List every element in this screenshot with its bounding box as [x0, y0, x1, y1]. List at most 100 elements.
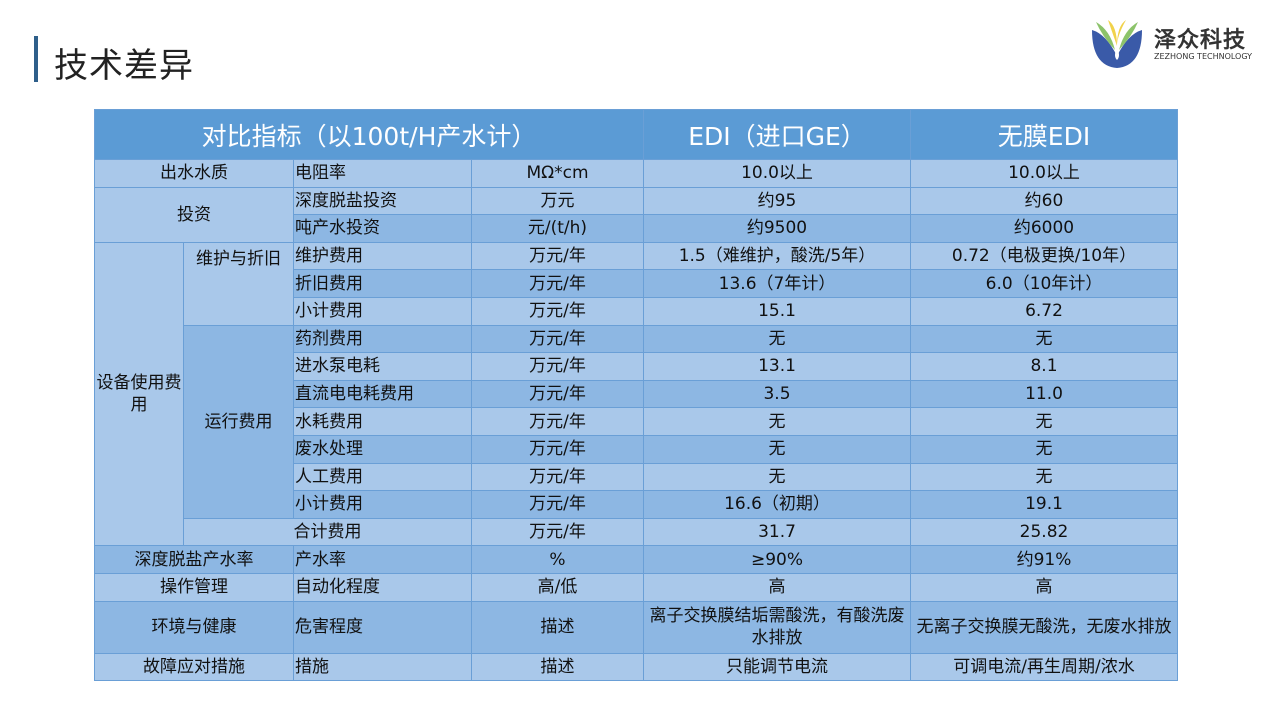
- nm-value: 约91%: [910, 545, 1178, 574]
- item: 措施: [293, 652, 472, 682]
- item: 产水率: [293, 545, 472, 574]
- header-edi: EDI（进口GE）: [643, 109, 911, 160]
- item: 废水处理: [293, 434, 472, 464]
- unit: 万元: [471, 186, 644, 216]
- table-row: 人工费用 万元/年无无: [95, 462, 1178, 492]
- header-no-membrane-edi: 无膜EDI: [910, 109, 1178, 160]
- edi-value: 31.7: [643, 517, 911, 547]
- unit: 描述: [471, 652, 644, 682]
- nm-value: 6.0（10年计）: [910, 269, 1178, 298]
- table-row: 环境与健康 危害程度 描述 离子交换膜结垢需酸洗，有酸洗废水排放 无离子交换膜无酸洗，…: [94, 600, 1178, 654]
- logo-text-cn: 泽众科技: [1154, 28, 1247, 53]
- item: 进水泵电耗: [293, 352, 472, 381]
- table-row: 出水水质 电阻率 MΩ*cm 10.0以上 10.0以上: [94, 159, 1178, 188]
- edi-value: 无: [643, 324, 911, 354]
- logo-text-en: ZEZHONG TECHNOLOGY: [1154, 52, 1253, 61]
- item: 小计费用: [293, 490, 472, 519]
- nm-value: 11.0: [910, 379, 1178, 409]
- edi-value: 15.1: [643, 296, 911, 326]
- page-title: 技术差异: [54, 46, 194, 86]
- table-row: 小计费用 万元/年 16.6（初期） 19.1: [95, 490, 1178, 519]
- table-row: 合计费用 万元/年 31.7 25.82: [95, 517, 1178, 547]
- nm-value: 0.72（电极更换/10年）: [910, 241, 1178, 271]
- item: 折旧费用: [293, 269, 472, 298]
- lotus-logo-icon: [1092, 20, 1142, 68]
- nm-value: 无: [910, 434, 1178, 464]
- group-label: 故障应对措施: [94, 652, 294, 682]
- edi-value: 高: [643, 572, 911, 602]
- subgroup-label: 运行费用: [183, 324, 294, 519]
- item: 电阻率: [293, 159, 472, 188]
- nm-value: 约60: [910, 186, 1178, 216]
- nm-value: 无离子交换膜无酸洗，无废水排放: [910, 600, 1178, 654]
- unit: 万元/年: [471, 434, 644, 464]
- unit: 描述: [471, 600, 644, 654]
- table-row: 深度脱盐产水率 产水率% ≥90% 约91%: [94, 545, 1178, 574]
- unit: 万元/年: [471, 379, 644, 409]
- edi-value: 无: [643, 434, 911, 464]
- unit: 万元/年: [471, 241, 644, 271]
- table-row: 水耗费用 万元/年无无: [95, 407, 1178, 436]
- nm-value: 无: [910, 462, 1178, 492]
- edi-value: ≥90%: [643, 545, 911, 574]
- unit: 万元/年: [471, 490, 644, 519]
- table-row: 故障应对措施 措施 描述 只能调节电流 可调电流/再生周期/浓水: [94, 652, 1178, 682]
- item: 合计费用: [183, 517, 472, 547]
- edi-value: 约9500: [643, 214, 911, 243]
- edi-value: 无: [643, 462, 911, 492]
- title-accent-bar: [34, 36, 38, 82]
- item: 水耗费用: [293, 407, 472, 436]
- unit: MΩ*cm: [471, 159, 644, 188]
- table-row: 直流电电耗费用 万元/年 3.5 11.0: [95, 379, 1178, 409]
- nm-value: 无: [910, 324, 1178, 354]
- table-header: 对比指标（以100t/H产水计） EDI（进口GE） 无膜EDI: [94, 109, 1178, 160]
- unit: 高/低: [471, 572, 644, 602]
- table-row: 操作管理 自动化程度 高/低高高: [94, 572, 1178, 602]
- item: 人工费用: [293, 462, 472, 492]
- group-label: 设备使用费用: [94, 241, 184, 547]
- nm-value: 8.1: [910, 352, 1178, 381]
- edi-value: 无: [643, 407, 911, 436]
- unit: 万元/年: [471, 407, 644, 436]
- nm-value: 可调电流/再生周期/浓水: [910, 652, 1178, 682]
- edi-value: 离子交换膜结垢需酸洗，有酸洗废水排放: [643, 600, 911, 654]
- group-label: 出水水质: [94, 159, 294, 188]
- item: 自动化程度: [293, 572, 472, 602]
- unit: 万元/年: [471, 462, 644, 492]
- item: 深度脱盐投资: [293, 186, 472, 216]
- item: 药剂费用: [293, 324, 472, 354]
- table-row: 设备使用费用 维护与折旧 维护费用 万元/年 1.5（难维护，酸洗/5年） 0.72（…: [94, 241, 1178, 547]
- table-row: 废水处理 万元/年无无: [95, 434, 1178, 464]
- subgroup-label: 维护与折旧: [183, 241, 294, 326]
- edi-value: 1.5（难维护，酸洗/5年）: [643, 241, 911, 271]
- nm-value: 无: [910, 407, 1178, 436]
- nm-value: 10.0以上: [910, 159, 1178, 188]
- edi-value: 10.0以上: [643, 159, 911, 188]
- table-row: 投资 深度脱盐投资 万元 约95 约60: [94, 186, 1178, 243]
- group-label: 投资: [94, 186, 294, 243]
- unit: 万元/年: [471, 324, 644, 354]
- nm-value: 6.72: [910, 296, 1178, 326]
- item: 危害程度: [293, 600, 472, 654]
- item: 吨产水投资: [293, 214, 472, 243]
- unit: 万元/年: [471, 269, 644, 298]
- item: 小计费用: [293, 296, 472, 326]
- group-label: 操作管理: [94, 572, 294, 602]
- edi-value: 13.1: [643, 352, 911, 381]
- unit: 万元/年: [471, 296, 644, 326]
- nm-value: 高: [910, 572, 1178, 602]
- table-row: 吨产水投资 元/(t/h) 约9500 约6000: [95, 214, 1178, 243]
- unit: 万元/年: [471, 352, 644, 381]
- table-row: 小计费用 万元/年 15.1 6.72: [95, 296, 1178, 326]
- edi-value: 13.6（7年计）: [643, 269, 911, 298]
- table-row: 折旧费用 万元/年 13.6（7年计） 6.0（10年计）: [95, 269, 1178, 298]
- nm-value: 25.82: [910, 517, 1178, 547]
- unit: %: [471, 545, 644, 574]
- edi-value: 只能调节电流: [643, 652, 911, 682]
- unit: 元/(t/h): [471, 214, 644, 243]
- edi-value: 约95: [643, 186, 911, 216]
- nm-value: 约6000: [910, 214, 1178, 243]
- nm-value: 19.1: [910, 490, 1178, 519]
- edi-value: 3.5: [643, 379, 911, 409]
- comparison-table: 对比指标（以100t/H产水计） EDI（进口GE） 无膜EDI 出水水质 电阻…: [94, 109, 1178, 682]
